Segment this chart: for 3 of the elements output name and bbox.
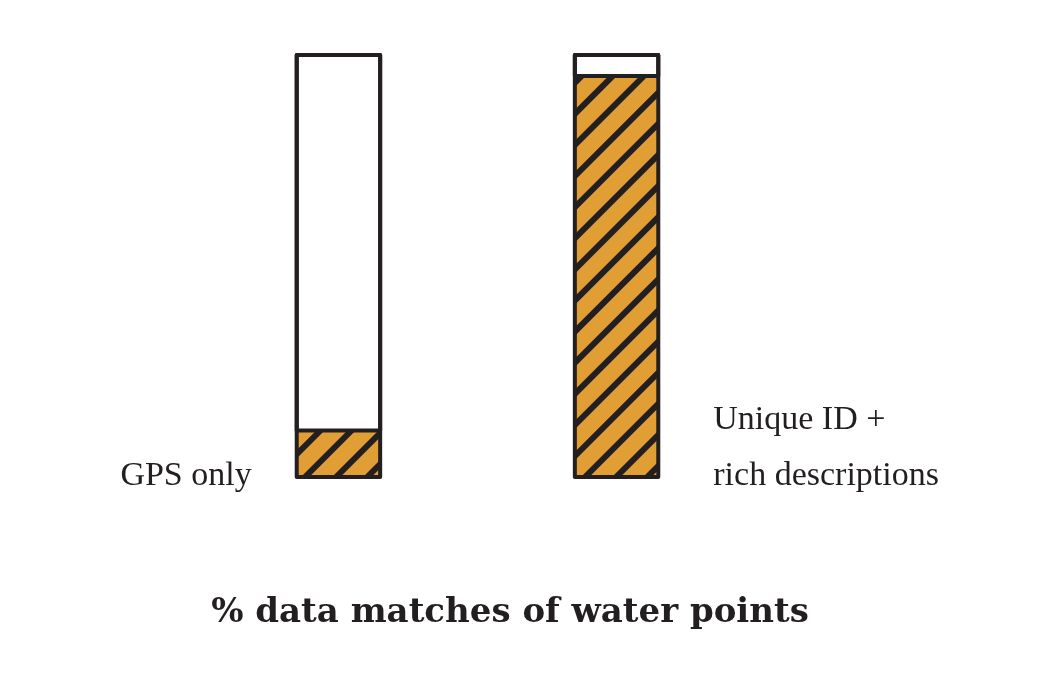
x-tick-label: GPS only [120,455,252,492]
x-tick-label: Unique ID + rich descriptions [713,399,939,492]
text: % data matches of water points [211,590,809,630]
